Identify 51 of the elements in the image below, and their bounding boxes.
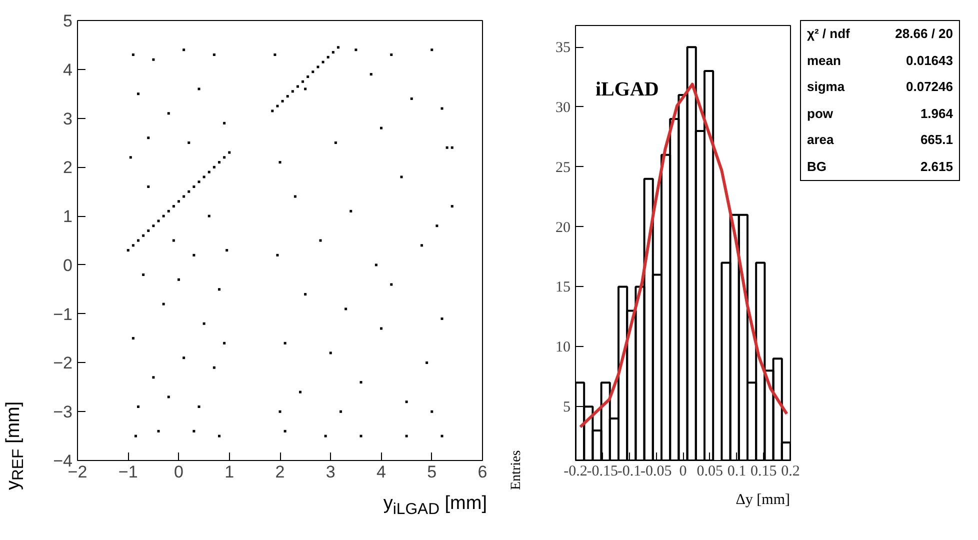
y-tick-label: 35 <box>556 40 570 56</box>
x-axis-title: y$_{iLGAD}$ [mm] <box>382 492 488 520</box>
text: pow <box>806 104 834 123</box>
y-tick-label: −1 <box>53 304 73 324</box>
text: BG <box>806 158 828 176</box>
y-tick-label: 3 <box>63 109 73 128</box>
y-tick-label: 0 <box>63 256 73 275</box>
x-tick-label: 6 <box>478 462 488 482</box>
line-series <box>578 82 788 428</box>
x-tick-label: 0.2 <box>781 464 800 480</box>
y-axis-title: Entries <box>508 449 525 490</box>
x-tick-label: -0.05 <box>640 464 672 480</box>
x-tick-label: 3 <box>326 462 336 482</box>
annotation: iLGAD <box>596 78 659 100</box>
x-tick-label: -0.2 <box>564 464 588 480</box>
y-tick-label: 4 <box>63 60 73 80</box>
y-tick-label: −2 <box>53 354 73 373</box>
text: 2.615 <box>919 158 954 176</box>
text: 1.964 <box>919 104 954 123</box>
y-tick-label: 10 <box>556 340 570 356</box>
text: 0.01643 <box>905 52 954 70</box>
x-tick-label: 4 <box>376 462 386 482</box>
y-tick-label: −3 <box>53 402 73 422</box>
x-tick-label: -0.15 <box>586 464 618 480</box>
y-tick-label: 2 <box>63 158 73 178</box>
text: 0.07246 <box>905 78 954 96</box>
y-tick-label: 20 <box>556 220 570 236</box>
y-tick-label: 30 <box>556 100 570 116</box>
text: sigma <box>806 78 846 96</box>
y-tick-label: −4 <box>53 452 73 470</box>
x-tick-label: 0 <box>174 462 184 482</box>
text: area <box>806 131 835 150</box>
x-tick-label: 0.15 <box>750 464 777 480</box>
x-tick-label: 5 <box>427 462 437 482</box>
y-tick-label: 5 <box>563 400 570 416</box>
x-tick-label: −1 <box>118 462 138 482</box>
text: mean <box>806 52 842 70</box>
text: 665.1 <box>919 131 954 150</box>
x-tick-label: 0 <box>679 464 687 480</box>
text: 28.66 / 20 <box>894 25 954 43</box>
y-tick-label: 1 <box>63 207 73 226</box>
text: χ² / ndf <box>806 25 851 43</box>
x-tick-label: 0.05 <box>696 464 723 480</box>
x-tick-label: 1 <box>224 462 234 482</box>
y-tick-label: 25 <box>556 160 570 176</box>
y-tick-label: 5 <box>63 12 73 30</box>
x-tick-label: 2 <box>275 462 285 482</box>
x-tick-label: -0.1 <box>617 464 642 480</box>
x-tick-label: 0.1 <box>727 464 746 480</box>
x-axis-title: Δy [mm] <box>734 491 791 510</box>
y-tick-label: 15 <box>556 280 570 296</box>
